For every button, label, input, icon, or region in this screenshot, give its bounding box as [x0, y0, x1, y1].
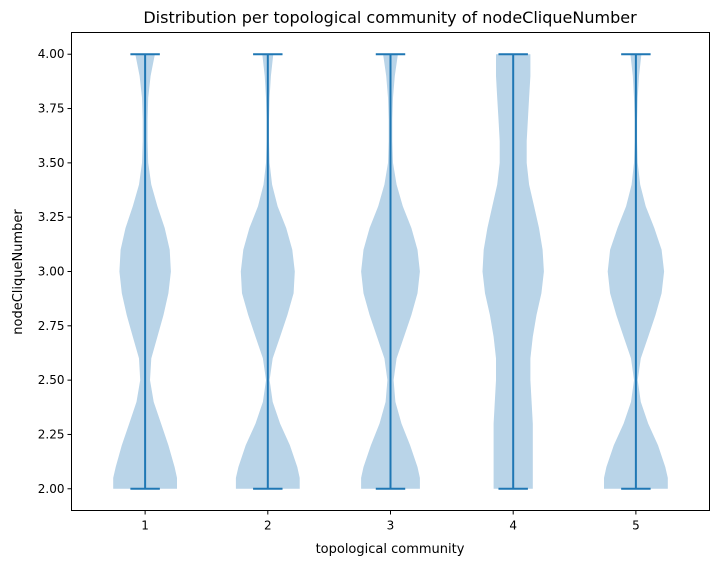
y-axis: 2.00 2.25 2.50 2.75 3.00 3.25 3.50 3.75 4.00	[38, 47, 72, 496]
y-tick-label: 2.50	[38, 373, 65, 387]
y-tick-label: 4.00	[38, 47, 65, 61]
x-tick-label: 4	[509, 519, 517, 533]
x-axis: 1 2 3 4 5	[141, 510, 640, 533]
y-tick-label: 3.00	[38, 265, 65, 279]
x-tick-label: 2	[264, 519, 272, 533]
x-tick-label: 1	[141, 519, 149, 533]
y-tick-label: 3.50	[38, 156, 65, 170]
x-axis-label: topological community	[316, 542, 465, 557]
y-tick-label: 3.25	[38, 210, 65, 224]
violins	[113, 53, 668, 490]
y-tick-label: 2.00	[38, 482, 65, 496]
x-tick-label: 5	[632, 519, 640, 533]
y-tick-label: 3.75	[38, 102, 65, 116]
y-tick-label: 2.25	[38, 427, 65, 441]
y-tick-label: 2.75	[38, 319, 65, 333]
chart-title: Distribution per topological community o…	[143, 8, 637, 27]
y-axis-label: nodeCliqueNumber	[11, 209, 26, 335]
x-tick-label: 3	[387, 519, 395, 533]
